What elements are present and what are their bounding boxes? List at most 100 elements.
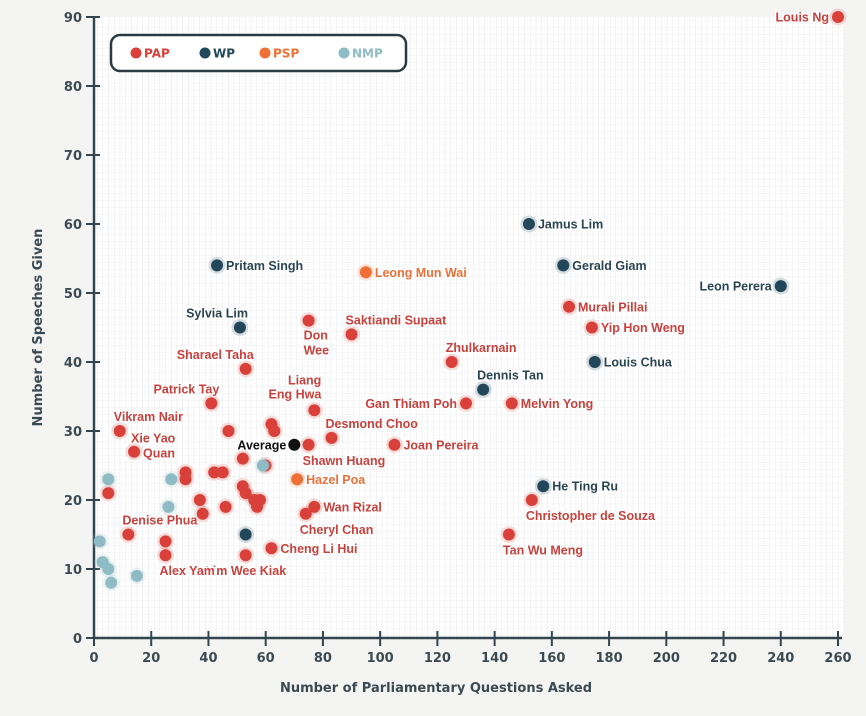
legend-marker <box>338 47 350 59</box>
point-label: Liang <box>288 373 321 387</box>
y-tick-label: 20 <box>64 494 82 509</box>
point-label: Jamus Lim <box>538 218 603 232</box>
point-label: Murali Pillai <box>578 300 647 314</box>
data-point-pap <box>122 528 135 541</box>
legend-item-psp: PSP <box>259 47 299 61</box>
data-point-pap <box>179 473 192 486</box>
x-tick-label: 40 <box>199 651 217 666</box>
point-label: Don <box>304 329 328 343</box>
point-label: Joan Pereira <box>403 438 479 452</box>
data-point-nmp <box>256 459 269 472</box>
data-point-pap <box>253 494 266 506</box>
point-label: Leong Mun Wai <box>375 266 467 280</box>
legend-label: PAP <box>144 47 170 61</box>
point-label: Pritam Singh <box>226 259 303 273</box>
legend: PAP WP PSP NMP <box>109 33 408 73</box>
y-tick-label: 0 <box>73 632 82 647</box>
data-point-pap <box>308 404 321 417</box>
plot-area <box>94 17 844 638</box>
legend-marker <box>259 47 271 59</box>
point-label: Tan Wu Meng <box>503 544 583 558</box>
y-tick-label: 30 <box>64 425 82 440</box>
point-label: Gerald Giam <box>572 259 646 273</box>
point-label: Sharael Taha <box>177 348 255 362</box>
point-label: Cheryl Chan <box>300 523 374 537</box>
data-point-wp <box>477 383 490 396</box>
legend-label: NMP <box>352 47 383 61</box>
legend-item-pap: PAP <box>130 47 170 61</box>
data-point-pap <box>299 507 312 520</box>
legend-marker <box>199 47 211 59</box>
y-tick-label: 80 <box>64 80 82 95</box>
point-label: Christopher de Souza <box>526 509 656 523</box>
x-tick-label: 80 <box>314 651 332 666</box>
data-point-pap <box>265 542 278 555</box>
data-point-nmp <box>165 473 178 486</box>
data-point-pap <box>196 507 209 520</box>
point-label: Shawn Huang <box>303 454 386 468</box>
x-tick-label: 160 <box>538 651 565 666</box>
point-label: Sylvia Lim <box>186 307 248 321</box>
data-point-pap <box>239 549 252 562</box>
data-point-pap <box>505 397 518 410</box>
data-point-pap <box>388 438 401 451</box>
point-label: Cheng Li Hui <box>280 542 357 556</box>
data-point-pap <box>302 438 315 451</box>
data-point-pap <box>159 535 172 548</box>
data-point-pap <box>216 466 229 479</box>
point-label: Hazel Poa <box>306 473 366 487</box>
data-point-pap <box>445 356 458 368</box>
data-point-pap <box>345 328 358 341</box>
data-point-nmp <box>130 569 143 582</box>
x-tick-label: 140 <box>481 651 508 666</box>
data-point-pap <box>502 528 515 541</box>
point-label: Xie Yao <box>131 432 176 446</box>
y-tick-label: 10 <box>64 563 82 578</box>
x-tick-label: 180 <box>596 651 623 666</box>
data-point-pap <box>128 445 141 458</box>
data-point-nmp <box>102 473 115 486</box>
data-point-wp <box>233 321 246 334</box>
legend-label: WP <box>213 47 235 61</box>
data-point-pap <box>308 500 321 513</box>
data-point-pap <box>302 314 315 327</box>
data-point-pap <box>585 321 598 334</box>
x-tick-label: 260 <box>824 651 851 666</box>
x-axis-title: Number of Parliamentary Questions Asked <box>280 681 592 696</box>
data-point-pap <box>113 425 126 437</box>
data-point-wp <box>557 259 570 272</box>
data-point-pap <box>205 397 218 410</box>
legend-label: PSP <box>273 47 299 61</box>
data-point-pap <box>239 487 252 500</box>
point-label: Melvin Yong <box>521 397 593 411</box>
point-label: Wee <box>304 344 330 358</box>
point-label: Alex Yam <box>160 564 215 578</box>
point-label: Leon Perera <box>700 280 773 294</box>
data-point-nmp <box>105 576 118 589</box>
point-label: Gan Thiam Poh <box>365 397 457 411</box>
y-tick-label: 50 <box>64 287 82 302</box>
data-point-pap <box>102 487 115 500</box>
data-point-wp <box>522 218 535 230</box>
data-point-wp <box>588 356 601 368</box>
data-point-psp <box>359 266 372 279</box>
point-labels: Louis Ng Jamus Lim Gerald Giam Leon Perera P… <box>112 9 830 580</box>
data-point-pap <box>239 362 252 375</box>
data-point-wp <box>239 528 252 541</box>
data-point-wp <box>774 280 787 293</box>
point-label: Wan Rizal <box>323 500 382 514</box>
point-label: Lim Wee Kiak <box>205 564 286 578</box>
legend-box <box>109 33 408 73</box>
x-tick-label: 0 <box>89 651 98 666</box>
data-point-nmp <box>102 563 115 575</box>
point-label: Denise Phua <box>122 514 198 528</box>
data-points: Average <box>91 8 847 592</box>
data-point-pap <box>193 494 206 506</box>
point-label: Zhulkarnain <box>446 341 517 355</box>
x-tick-label: 120 <box>424 651 451 666</box>
x-tick-label: 220 <box>710 651 737 666</box>
data-point-wp <box>537 480 550 493</box>
point-label: Vikram Nair <box>114 410 183 424</box>
legend-marker <box>130 47 142 59</box>
y-axis-title: Number of Speeches Given <box>31 229 46 427</box>
